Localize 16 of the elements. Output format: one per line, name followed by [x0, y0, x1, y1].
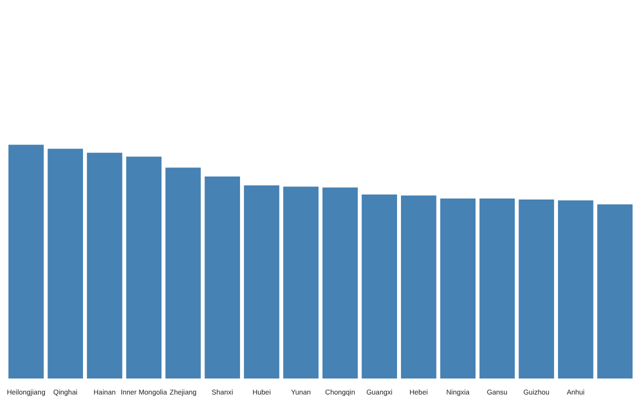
bar — [558, 200, 594, 378]
bar — [322, 188, 358, 378]
bar — [204, 176, 240, 378]
bar — [165, 168, 201, 378]
bar — [86, 152, 122, 378]
bar — [283, 186, 319, 378]
bar — [518, 199, 554, 378]
bar — [48, 148, 84, 378]
bar — [440, 198, 476, 378]
bar — [126, 156, 162, 378]
bar — [400, 195, 436, 378]
bar — [597, 204, 633, 378]
bar — [479, 198, 515, 378]
bar — [362, 194, 398, 378]
bar — [8, 144, 44, 378]
bar — [244, 185, 280, 378]
